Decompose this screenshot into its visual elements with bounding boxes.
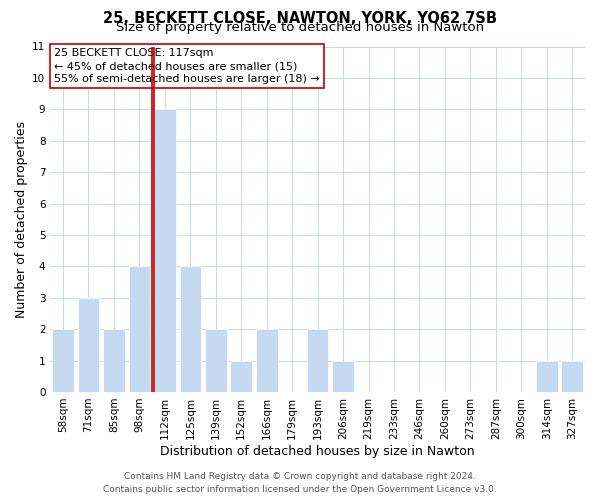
X-axis label: Distribution of detached houses by size in Nawton: Distribution of detached houses by size … <box>160 444 475 458</box>
Bar <box>230 360 252 392</box>
Bar <box>562 360 583 392</box>
Bar <box>332 360 354 392</box>
Bar <box>256 329 278 392</box>
Text: Size of property relative to detached houses in Nawton: Size of property relative to detached ho… <box>116 22 484 35</box>
Bar <box>205 329 227 392</box>
Text: Contains HM Land Registry data © Crown copyright and database right 2024.
Contai: Contains HM Land Registry data © Crown c… <box>103 472 497 494</box>
Bar <box>77 298 99 392</box>
Bar <box>154 110 176 392</box>
Text: 25, BECKETT CLOSE, NAWTON, YORK, YO62 7SB: 25, BECKETT CLOSE, NAWTON, YORK, YO62 7S… <box>103 11 497 26</box>
Bar <box>128 266 150 392</box>
Y-axis label: Number of detached properties: Number of detached properties <box>15 120 28 318</box>
Bar <box>52 329 74 392</box>
Bar <box>307 329 328 392</box>
Bar <box>536 360 557 392</box>
Bar <box>179 266 201 392</box>
Bar <box>103 329 125 392</box>
Text: 25 BECKETT CLOSE: 117sqm
← 45% of detached houses are smaller (15)
55% of semi-d: 25 BECKETT CLOSE: 117sqm ← 45% of detach… <box>54 48 320 84</box>
